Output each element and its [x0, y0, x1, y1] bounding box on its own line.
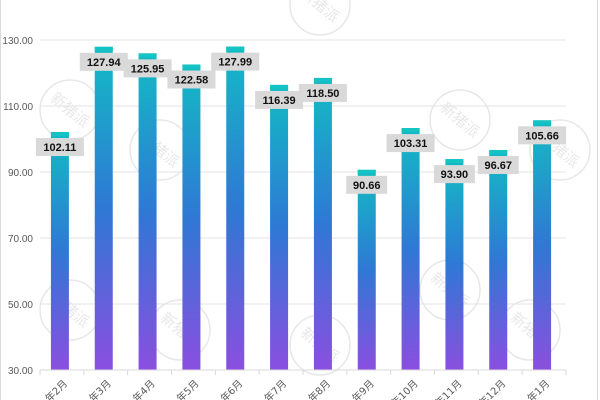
svg-text:新猪派: 新猪派 — [297, 0, 343, 26]
bars: 102.11 127.94 125.95 122.58 127.99 116.39 118.… — [35, 46, 567, 371]
y-axis: 30.00 50.00 70.00 90.00 110.00 130.00 — [2, 36, 33, 377]
x-tick-label: 年9月 — [349, 377, 377, 400]
value-label-bg — [35, 138, 84, 157]
value-label: 96.67 — [484, 160, 512, 172]
bar[interactable]: 102.11 — [35, 132, 84, 370]
watermark-icon: 新猪派 — [39, 279, 101, 341]
value-label-bg — [255, 90, 304, 109]
x-tick-label: 年1月 — [524, 377, 552, 400]
value-label-bg — [386, 134, 435, 153]
value-label-bg — [211, 52, 260, 71]
value-label-bg — [477, 155, 519, 174]
bar[interactable]: 116.39 — [255, 84, 304, 371]
watermark-icon: 新猪派 — [149, 299, 211, 361]
y-tick-label: 70.00 — [8, 234, 33, 245]
chart-frame-left — [0, 0, 1, 400]
y-tick-label: 50.00 — [8, 300, 33, 311]
bar[interactable]: 125.95 — [123, 53, 172, 371]
value-label: 127.94 — [87, 57, 122, 69]
bar[interactable]: 90.66 — [346, 169, 388, 370]
bar-cap — [357, 169, 376, 174]
value-label: 102.11 — [43, 142, 76, 154]
watermark-icon: 新猪派 — [39, 79, 101, 141]
x-tick-label: 年6月 — [218, 377, 246, 400]
x-tick-label: 年2月 — [42, 377, 70, 400]
chart-frame-right — [597, 0, 598, 400]
bar[interactable]: 93.90 — [433, 159, 475, 370]
value-label-bg — [167, 70, 216, 89]
bar[interactable]: 127.99 — [211, 46, 260, 371]
bar-cap — [270, 84, 289, 89]
bar-cap — [94, 46, 113, 51]
value-label-bg — [298, 83, 347, 102]
x-tick-label: 年11月 — [432, 377, 464, 400]
value-label-bg — [346, 175, 388, 194]
bar[interactable]: 127.94 — [79, 46, 128, 370]
svg-text:新猪派: 新猪派 — [437, 99, 483, 142]
bar-cap — [533, 120, 552, 125]
bar[interactable]: 103.31 — [386, 128, 435, 370]
bar[interactable]: 105.66 — [518, 120, 567, 371]
value-label: 105.66 — [525, 130, 559, 142]
x-tick-label: 年4月 — [130, 377, 158, 400]
bar-cap — [50, 132, 69, 137]
bar[interactable]: 122.58 — [167, 64, 216, 371]
bar-cap — [401, 128, 420, 133]
value-label-bg — [518, 126, 567, 145]
y-tick-label: 110.00 — [3, 102, 33, 113]
value-label: 118.50 — [306, 88, 339, 100]
bar-cap — [138, 53, 157, 58]
bar-cap — [489, 149, 508, 154]
y-tick-label: 30.00 — [8, 366, 33, 377]
y-tick-label: 90.00 — [8, 168, 33, 179]
watermark-icon: 新猪派 — [429, 89, 491, 151]
value-label: 93.90 — [441, 169, 469, 181]
y-tick-label: 130.00 — [2, 36, 33, 47]
x-tick-label: 年10月 — [388, 377, 420, 400]
svg-text:新猪派: 新猪派 — [47, 89, 93, 132]
x-tick-label: 年12月 — [476, 377, 508, 400]
bar[interactable]: 96.67 — [477, 149, 519, 370]
value-label: 127.99 — [218, 57, 252, 69]
bar[interactable]: 118.50 — [298, 77, 347, 370]
value-label: 103.31 — [394, 138, 428, 150]
bar-cap — [313, 77, 332, 82]
x-axis: 年2月 年3月 年4月 年5月 年6月 年7月 年8月 年9月 年10月 年11月 年12月 年1月 — [39, 369, 567, 400]
bar-cap — [226, 46, 245, 51]
x-tick-label: 年8月 — [305, 377, 333, 400]
x-tick-label: 年3月 — [86, 377, 114, 400]
x-tick-label: 年7月 — [261, 377, 289, 400]
value-label-bg — [433, 165, 475, 184]
value-label: 90.66 — [353, 180, 381, 192]
value-label-bg — [123, 59, 172, 78]
value-label: 122.58 — [175, 74, 209, 86]
x-tick-label: 年5月 — [174, 377, 202, 400]
bar-cap — [182, 64, 201, 69]
value-label-bg — [79, 52, 128, 71]
value-label: 125.95 — [131, 63, 165, 75]
watermark-icon: 新猪派 — [289, 0, 351, 36]
value-label: 116.39 — [263, 95, 296, 107]
bar-cap — [445, 159, 464, 164]
